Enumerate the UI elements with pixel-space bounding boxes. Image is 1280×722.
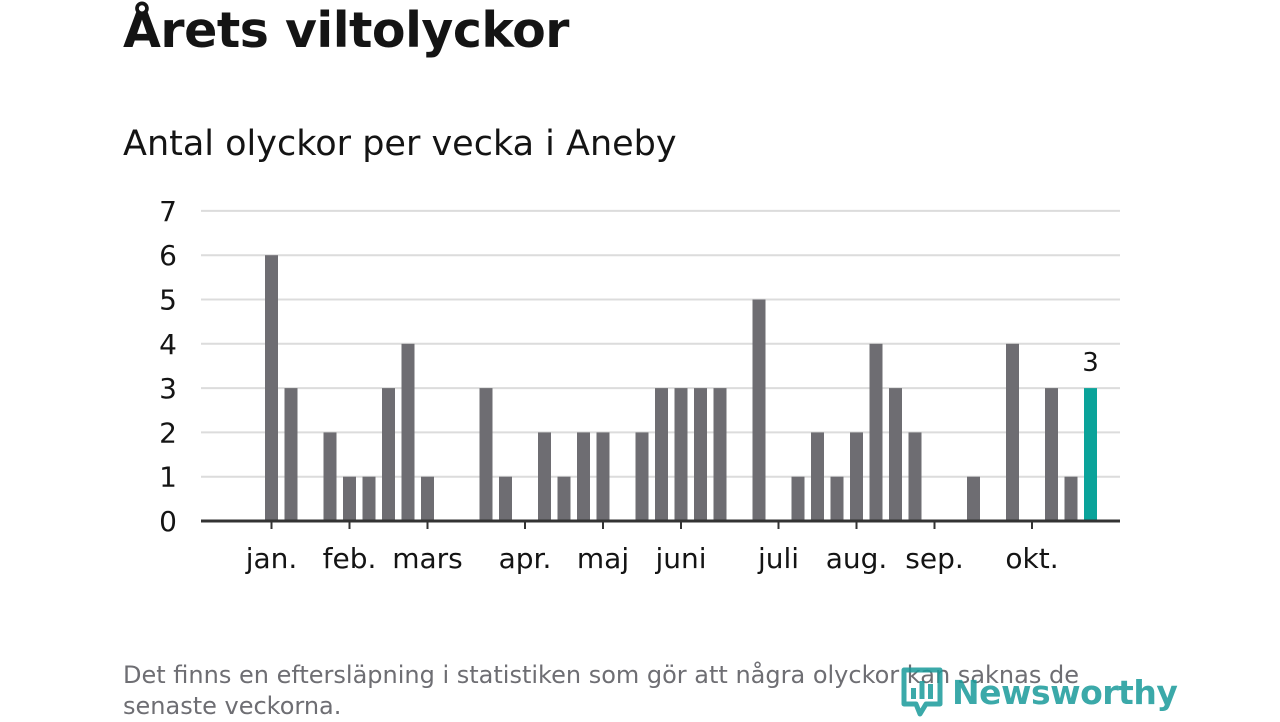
bar — [752, 299, 766, 521]
y-tick-label: 5 — [159, 284, 177, 317]
y-tick-label: 6 — [159, 239, 177, 272]
bar — [967, 476, 980, 521]
x-tick-label: juli — [757, 542, 799, 575]
bar — [284, 388, 298, 521]
data-labels: 3 — [1082, 348, 1099, 378]
bars — [265, 255, 1097, 521]
x-tick-label: maj — [577, 542, 629, 575]
bar — [655, 388, 668, 521]
bar — [694, 388, 707, 521]
bar — [557, 476, 571, 521]
bar — [538, 432, 551, 521]
x-tick-label: okt. — [1005, 542, 1058, 575]
x-axis: jan. feb. mars apr. maj juni juli aug. sep. okt. — [201, 519, 1120, 575]
bar — [1064, 476, 1078, 521]
bar — [713, 388, 727, 521]
bar — [343, 476, 356, 521]
x-tick-label: juni — [654, 542, 706, 575]
y-tick-label: 7 — [159, 195, 177, 228]
bar — [577, 432, 590, 521]
bar — [265, 255, 278, 521]
x-tick-label: feb. — [323, 542, 377, 575]
bar — [830, 476, 844, 521]
data-label: 3 — [1082, 348, 1099, 378]
bar — [908, 432, 922, 521]
chart-title: Årets viltolyckor — [123, 2, 569, 59]
bar — [1045, 388, 1058, 521]
x-tick-label: apr. — [499, 542, 552, 575]
bar-highlight — [1084, 388, 1097, 521]
y-tick-label: 2 — [159, 416, 177, 449]
x-tick-label: aug. — [826, 542, 888, 575]
chart-subtitle: Antal olyckor per vecka i Aneby — [123, 124, 677, 164]
newsworthy-logo: Newsworthy — [900, 664, 1178, 720]
bar — [362, 476, 376, 521]
bar — [869, 343, 883, 521]
y-tick-label: 4 — [159, 328, 177, 361]
bar — [401, 343, 415, 521]
y-tick-label: 0 — [159, 505, 177, 538]
x-tick-label: sep. — [905, 542, 964, 575]
bar — [421, 476, 434, 521]
bar — [791, 476, 805, 521]
bar — [811, 432, 824, 521]
y-tick-label: 1 — [159, 461, 177, 494]
logo-text: Newsworthy — [952, 672, 1178, 712]
bar — [1006, 343, 1019, 521]
bar — [499, 476, 512, 521]
bar-chart: 0 1 2 3 4 5 6 7 jan. feb. mars apr. maj juni juli aug.… — [159, 195, 1120, 575]
x-tick-label: jan. — [245, 542, 298, 575]
bar — [889, 388, 902, 521]
bar — [635, 432, 649, 521]
x-tick-label: mars — [392, 542, 463, 575]
y-tick-label: 3 — [159, 372, 177, 405]
bar — [479, 388, 493, 521]
y-axis-ticks: 0 1 2 3 4 5 6 7 — [159, 195, 177, 538]
bar — [323, 432, 337, 521]
newsworthy-bar-icon — [901, 667, 943, 717]
bar — [674, 388, 688, 521]
bar — [382, 388, 395, 521]
footnote: Det finns en eftersläpning i statistiken… — [123, 661, 1079, 720]
bar — [850, 432, 863, 521]
bar — [596, 432, 610, 521]
